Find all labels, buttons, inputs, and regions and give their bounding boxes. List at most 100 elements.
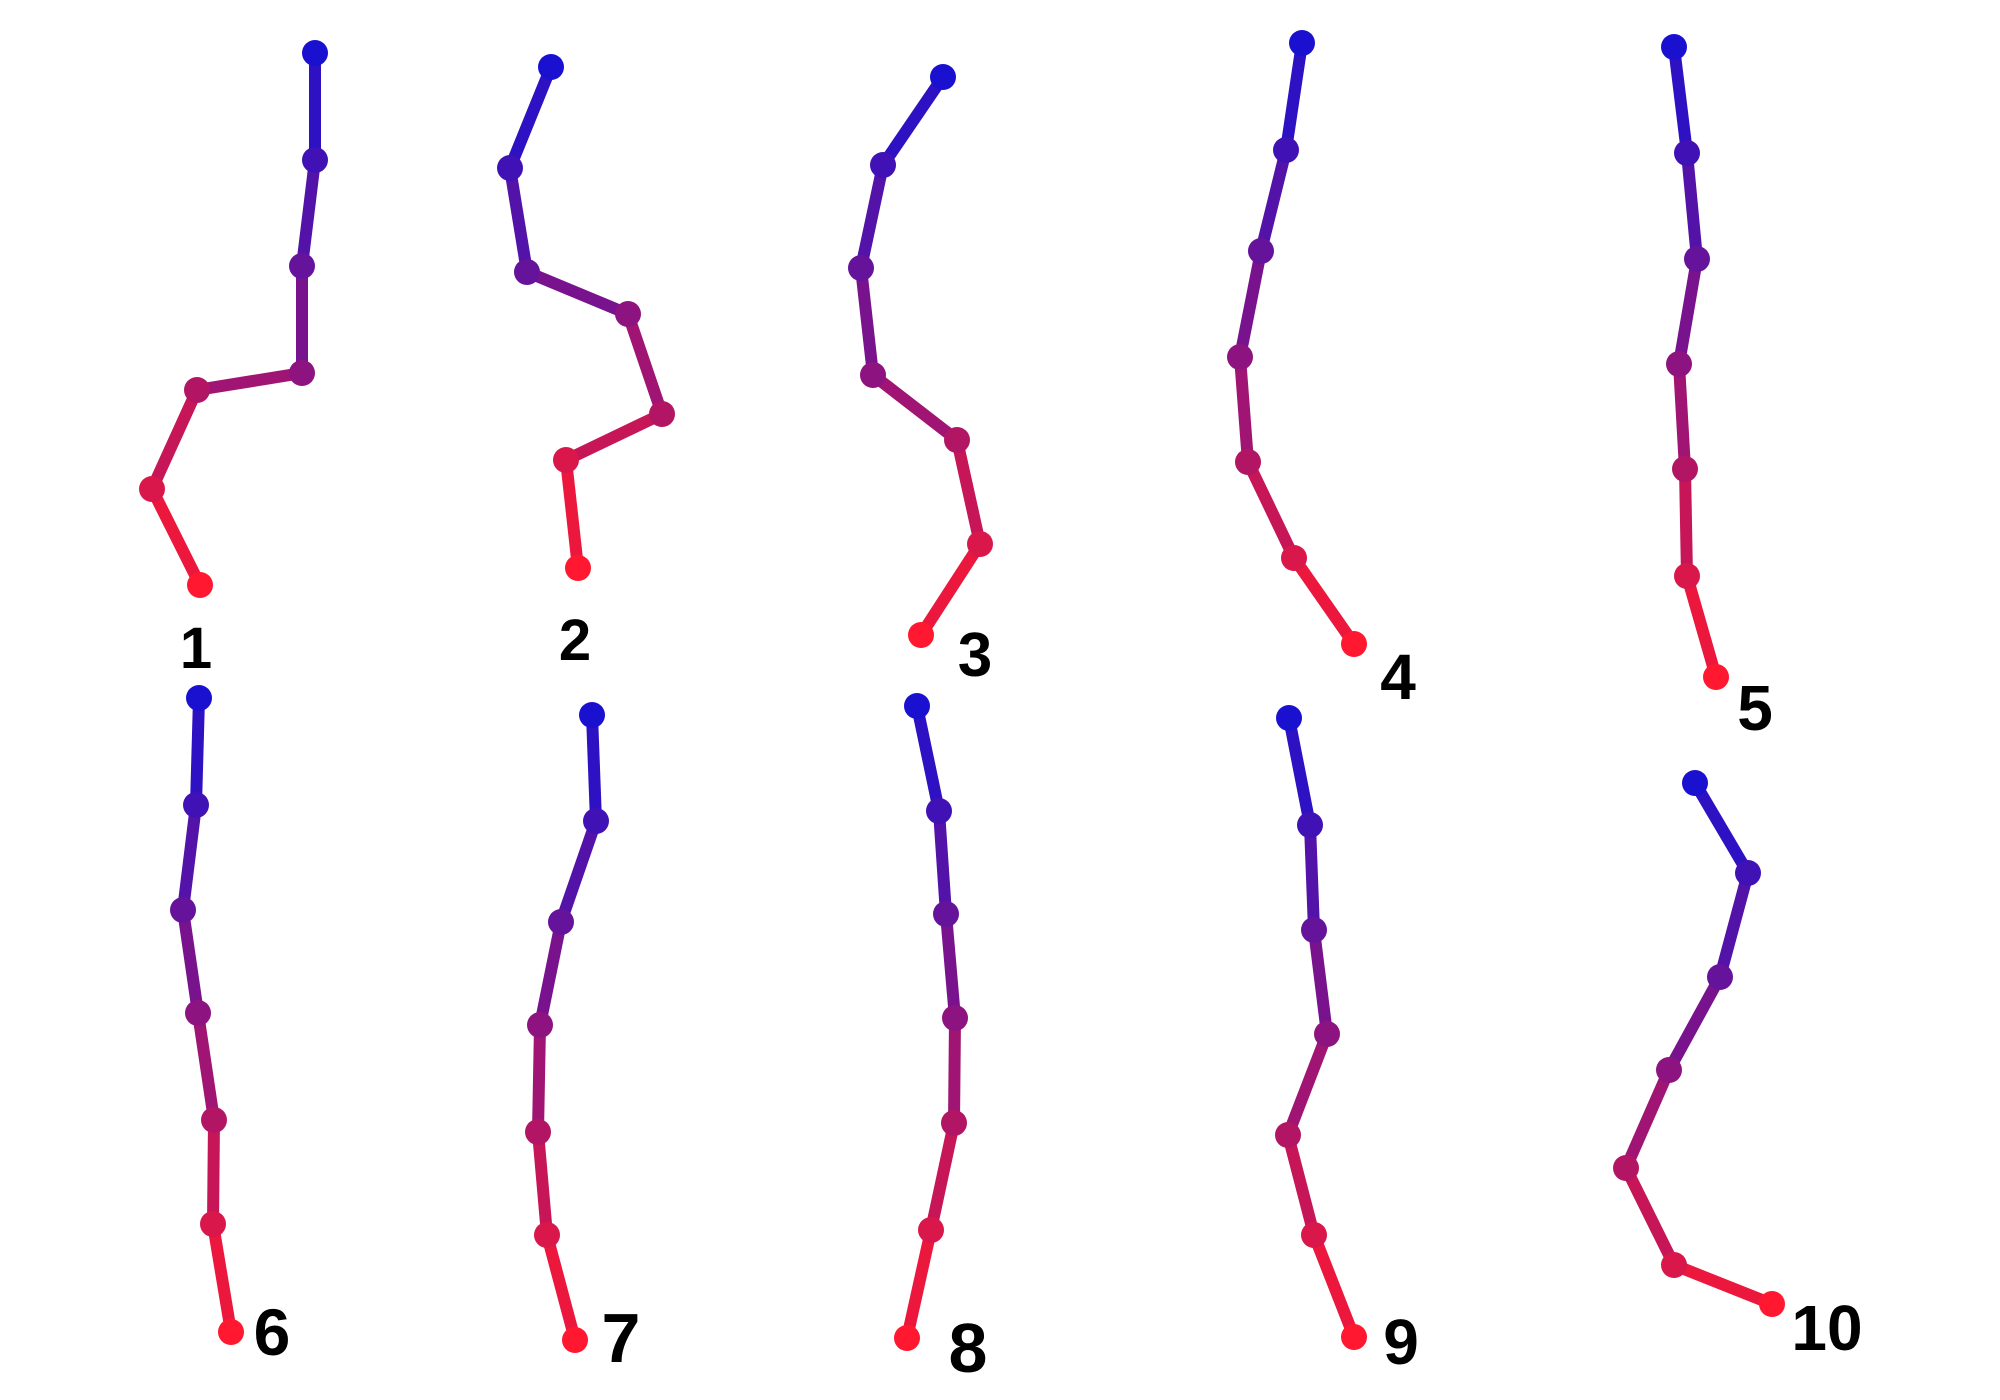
chain-1-node-4 (289, 360, 315, 386)
chain-10-node-4 (1656, 1057, 1682, 1083)
chain-1-node-6 (139, 476, 165, 502)
chain-8-node-5 (941, 1110, 967, 1136)
chain-1-node-7 (187, 572, 213, 598)
chain-7-node-4 (527, 1012, 553, 1038)
chain-6-node-1 (186, 685, 212, 711)
chain-1-node-2 (302, 147, 328, 173)
chain-3-node-2 (870, 152, 896, 178)
chain-8-node-6 (918, 1217, 944, 1243)
chain-3-node-4 (860, 362, 886, 388)
chain-2-node-5 (649, 401, 675, 427)
chain-6-node-4 (185, 1000, 211, 1026)
chain-6-node-6 (200, 1211, 226, 1237)
chain-4-node-1 (1289, 30, 1315, 56)
chain-3-link-6 (915, 538, 986, 641)
chain-7-node-1 (579, 702, 605, 728)
chain-5 (1661, 34, 1729, 690)
chain-8-link-4 (948, 1012, 961, 1129)
chain-6-link-1 (190, 692, 205, 811)
chain-5-link-5 (1679, 463, 1693, 582)
chain-4-node-2 (1273, 137, 1299, 163)
chain-8 (894, 693, 968, 1351)
chain-5-node-4 (1666, 351, 1692, 377)
chain-3-link-1 (877, 71, 949, 171)
chain-4-link-3 (1234, 245, 1267, 363)
chain-1-link-5 (146, 384, 203, 495)
chain-5-node-3 (1684, 246, 1710, 272)
chain-6 (170, 685, 244, 1345)
chain-4-node-6 (1281, 545, 1307, 571)
chain-4-link-2 (1255, 144, 1292, 257)
chain-6-link-3 (177, 904, 204, 1019)
chain-8-node-2 (926, 798, 952, 824)
chain-3-link-4 (867, 369, 963, 446)
chain-2-link-4 (622, 308, 668, 420)
chain-label-8: 8 (949, 1309, 988, 1387)
chain-7-link-1 (586, 709, 602, 827)
chain-8-link-5 (925, 1117, 960, 1236)
chain-5-link-4 (1673, 358, 1691, 475)
chain-3-link-5 (951, 434, 986, 550)
chain-9-node-1 (1276, 705, 1302, 731)
chain-3-link-3 (855, 262, 879, 381)
chain-5-link-3 (1673, 253, 1703, 370)
chain-7-node-2 (583, 808, 609, 834)
chain-5-node-1 (1661, 34, 1687, 60)
chain-7-link-2 (555, 815, 602, 928)
chain-7-link-5 (532, 1126, 553, 1241)
chain-10-node-3 (1707, 964, 1733, 990)
chain-6-link-4 (192, 1007, 220, 1126)
chain-4-link-4 (1234, 351, 1254, 468)
chain-label-3: 3 (958, 621, 992, 690)
chain-4-node-5 (1235, 449, 1261, 475)
chain-6-link-5 (207, 1114, 220, 1230)
chain-4-node-7 (1341, 631, 1367, 657)
chain-5-node-7 (1703, 664, 1729, 690)
chain-4 (1227, 30, 1367, 657)
chain-10-node-6 (1661, 1252, 1687, 1278)
chain-6-link-2 (177, 799, 202, 916)
chain-10-node-7 (1759, 1291, 1785, 1317)
chain-label-10: 10 (1791, 1292, 1862, 1364)
chain-5-node-6 (1674, 563, 1700, 589)
chain-4-link-6 (1288, 552, 1360, 650)
chain-9-node-6 (1301, 1222, 1327, 1248)
chain-10 (1613, 770, 1785, 1317)
chain-8-node-7 (894, 1325, 920, 1351)
chain-10-link-2 (1714, 867, 1754, 983)
chain-7-link-6 (541, 1229, 581, 1346)
chain-label-9: 9 (1383, 1306, 1419, 1378)
chain-8-link-6 (901, 1224, 937, 1344)
chain-9-node-3 (1301, 917, 1327, 943)
chain-4-link-5 (1242, 456, 1300, 564)
chain-3-node-7 (908, 622, 934, 648)
chain-2 (497, 54, 675, 581)
chain-3-node-6 (967, 531, 993, 557)
chain-label-5: 5 (1737, 672, 1773, 744)
chain-10-link-6 (1668, 1259, 1778, 1310)
chain-7 (525, 702, 609, 1353)
chain-2-link-5 (560, 408, 668, 466)
chain-9-link-6 (1308, 1229, 1360, 1343)
chain-10-link-4 (1620, 1064, 1675, 1174)
chain-10-link-3 (1663, 971, 1726, 1076)
chain-3-link-2 (855, 159, 889, 274)
chain-7-node-6 (534, 1222, 560, 1248)
chain-7-node-5 (525, 1119, 551, 1145)
chain-8-link-3 (940, 908, 961, 1024)
chain-10-node-2 (1735, 860, 1761, 886)
chain-label-6: 6 (254, 1295, 291, 1369)
chain-9-node-2 (1297, 812, 1323, 838)
chain-1-node-1 (302, 40, 328, 66)
chain-7-link-3 (534, 916, 567, 1031)
chain-6-node-5 (201, 1107, 227, 1133)
chain-3-node-1 (930, 64, 956, 90)
chain-8-link-2 (933, 805, 952, 920)
chain-9-node-7 (1341, 1324, 1367, 1350)
chain-9 (1275, 705, 1367, 1350)
chain-1-link-2 (296, 154, 321, 272)
chain-label-4: 4 (1380, 641, 1416, 713)
chain-2-node-6 (553, 447, 579, 473)
chain-8-node-3 (933, 901, 959, 927)
